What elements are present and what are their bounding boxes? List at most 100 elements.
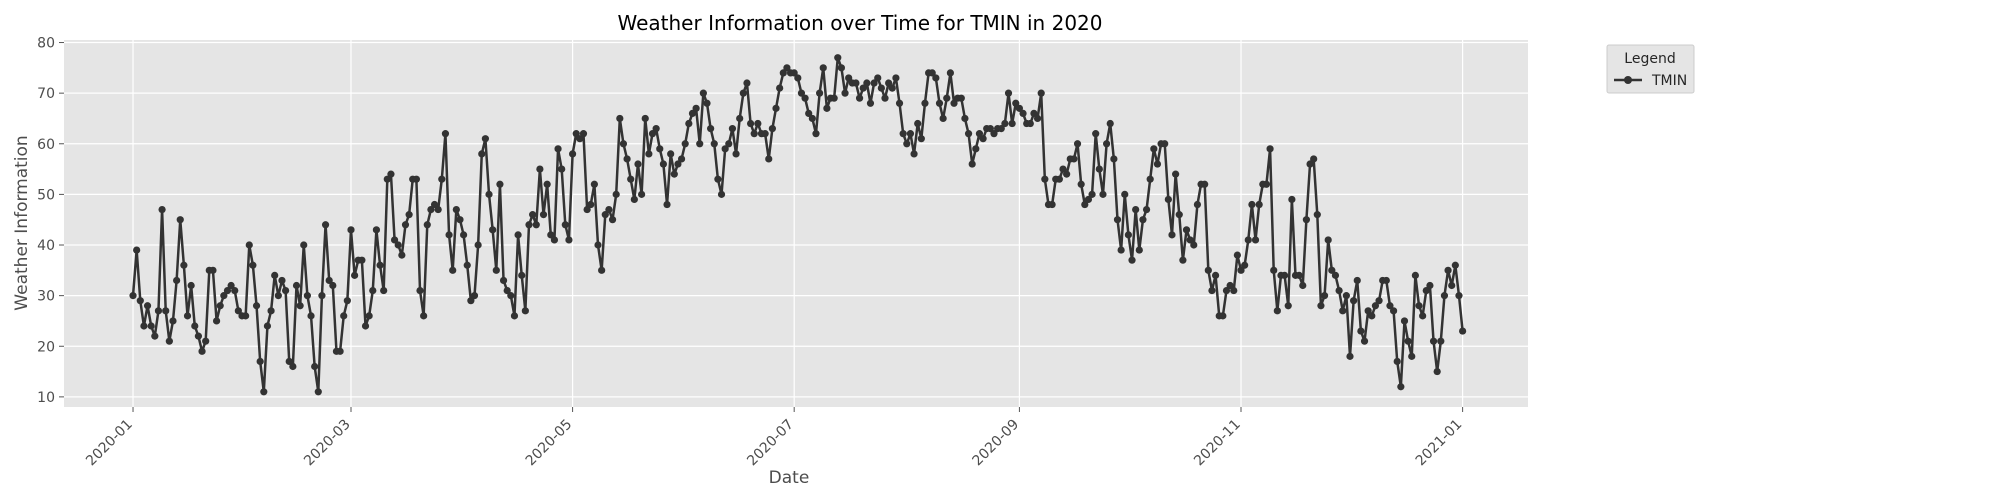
data-point <box>598 266 606 274</box>
data-point <box>1168 231 1176 239</box>
data-point <box>503 286 511 295</box>
data-point <box>390 236 399 244</box>
x-tick-label: 2020-03 <box>301 417 354 470</box>
data-point <box>674 160 682 168</box>
data-point <box>1400 317 1409 325</box>
data-point <box>321 221 330 229</box>
data-point <box>685 119 693 128</box>
data-point <box>917 135 925 143</box>
data-point <box>325 276 333 285</box>
data-point <box>289 362 297 371</box>
data-point <box>935 99 944 107</box>
x-axis-label: Date <box>769 468 810 488</box>
data-point <box>601 211 609 219</box>
legend-title: Legend <box>1624 51 1675 67</box>
data-point <box>401 221 410 229</box>
data-point <box>365 312 373 320</box>
data-point <box>1019 109 1027 117</box>
data-point <box>543 180 551 188</box>
data-point <box>1273 307 1281 315</box>
data-point <box>1153 160 1162 168</box>
data-point <box>245 241 253 249</box>
data-point <box>1335 286 1343 295</box>
data-point <box>510 312 519 320</box>
legend-marker-point <box>1624 76 1632 84</box>
data-point <box>616 114 624 123</box>
data-point <box>1150 145 1158 153</box>
data-point <box>1099 190 1107 198</box>
data-point <box>717 190 726 198</box>
data-point <box>191 322 199 330</box>
data-point <box>452 205 460 214</box>
data-point <box>1030 109 1038 117</box>
data-point <box>1288 195 1296 204</box>
data-point <box>140 322 148 330</box>
y-axis-label: Weather Information <box>12 135 32 310</box>
data-point <box>296 302 304 310</box>
data-point <box>169 317 177 325</box>
data-point <box>405 211 413 219</box>
data-point <box>162 307 170 315</box>
data-point <box>964 130 973 138</box>
data-point <box>151 332 159 340</box>
data-point <box>638 190 646 198</box>
data-point <box>746 119 755 128</box>
data-point <box>220 292 228 300</box>
data-point <box>1008 119 1016 128</box>
data-point <box>1219 312 1227 320</box>
data-point <box>1346 352 1354 360</box>
data-point <box>449 266 457 274</box>
data-point <box>768 124 776 133</box>
data-point <box>1339 307 1347 315</box>
data-point <box>1408 352 1416 360</box>
data-point <box>1342 292 1350 300</box>
data-point <box>1222 286 1231 295</box>
data-point <box>1397 383 1405 391</box>
data-point <box>550 236 559 244</box>
data-point <box>1055 175 1063 183</box>
data-point <box>1386 302 1394 310</box>
data-point <box>521 307 529 315</box>
data-point <box>866 99 875 107</box>
data-point <box>1186 236 1194 244</box>
data-point <box>514 231 522 239</box>
data-point <box>837 64 846 72</box>
data-point <box>874 74 882 82</box>
data-point <box>525 221 533 229</box>
data-point <box>623 155 631 163</box>
data-point <box>688 109 697 117</box>
data-point <box>776 84 784 92</box>
series-tmin <box>129 54 1467 396</box>
data-point <box>427 205 435 214</box>
data-point <box>1419 312 1427 320</box>
data-point <box>645 150 653 158</box>
data-point <box>670 170 678 178</box>
data-point <box>990 130 998 138</box>
data-point <box>710 140 718 148</box>
data-point <box>398 251 406 259</box>
data-point <box>703 99 711 107</box>
data-point <box>489 226 497 234</box>
data-point <box>921 99 929 107</box>
data-point <box>1146 175 1154 183</box>
data-point <box>627 175 635 183</box>
data-point <box>202 337 210 345</box>
data-point <box>648 130 657 138</box>
data-point <box>928 69 936 77</box>
data-point <box>1073 140 1082 148</box>
data-point <box>634 160 642 168</box>
data-point <box>1270 266 1278 274</box>
data-point <box>194 332 203 340</box>
data-point <box>303 292 311 300</box>
data-point <box>707 124 715 133</box>
data-point <box>1404 337 1412 345</box>
data-point <box>336 347 344 355</box>
data-point <box>779 69 787 77</box>
data-point <box>1284 302 1292 310</box>
data-point <box>492 266 500 274</box>
data-point <box>129 292 137 300</box>
data-point <box>1371 302 1380 310</box>
data-point <box>1382 276 1390 285</box>
data-point <box>467 297 475 305</box>
data-point <box>652 124 660 133</box>
